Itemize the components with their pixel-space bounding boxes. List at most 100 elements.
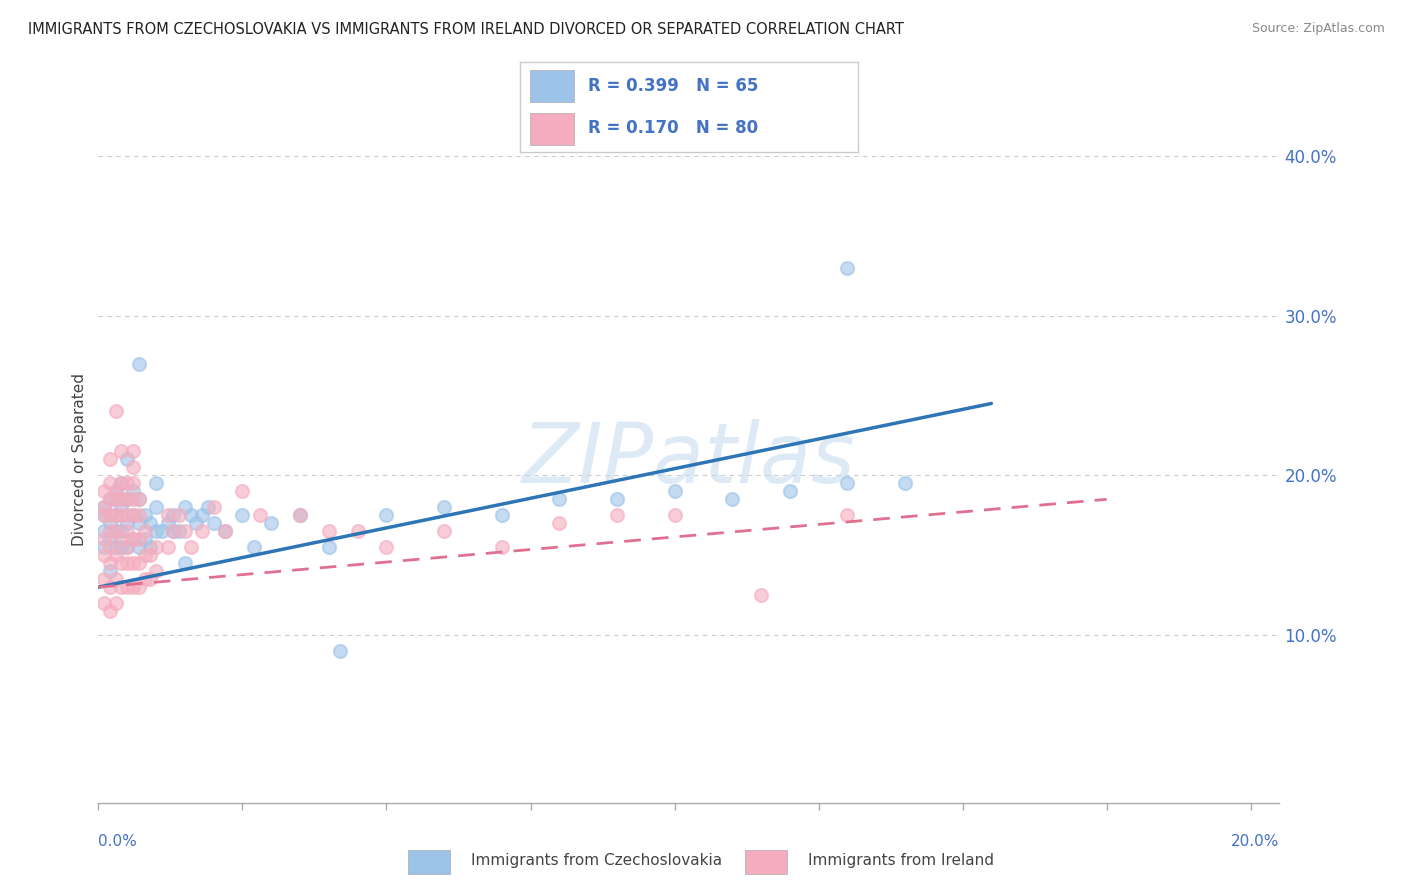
Point (115, 508, 138, 523)
Point (93, 508, 115, 523)
Point (329, 644, 352, 658)
FancyBboxPatch shape (745, 849, 787, 874)
Point (115, 452, 138, 467)
Point (115, 540, 138, 554)
Point (93, 540, 115, 554)
Point (145, 500, 167, 515)
Point (167, 508, 190, 523)
Point (104, 492, 127, 507)
Point (128, 508, 150, 523)
Point (104, 524, 127, 539)
FancyBboxPatch shape (408, 849, 450, 874)
Point (98, 476, 121, 491)
Text: IMMIGRANTS FROM CZECHOSLOVAKIA VS IMMIGRANTS FROM IRELAND DIVORCED OR SEPARATED : IMMIGRANTS FROM CZECHOSLOVAKIA VS IMMIGR… (28, 22, 904, 37)
Point (156, 540, 179, 554)
Point (104, 524, 127, 539)
Point (134, 572, 156, 586)
Point (115, 540, 138, 554)
Point (104, 508, 127, 523)
Point (110, 540, 132, 554)
Point (134, 524, 156, 539)
Text: R = 0.399   N = 65: R = 0.399 N = 65 (588, 77, 758, 95)
Text: Source: ZipAtlas.com: Source: ZipAtlas.com (1251, 22, 1385, 36)
FancyBboxPatch shape (530, 70, 574, 102)
Point (128, 492, 150, 507)
Point (98, 452, 121, 467)
Point (180, 540, 202, 554)
Text: 0.0%: 0.0% (98, 834, 138, 849)
Point (104, 484, 127, 499)
Point (288, 508, 311, 523)
Point (134, 508, 156, 523)
Point (433, 524, 456, 539)
Point (214, 524, 236, 539)
Point (104, 484, 127, 499)
Point (122, 508, 145, 523)
Point (128, 492, 150, 507)
Point (115, 524, 138, 539)
Point (115, 476, 138, 491)
Point (104, 404, 127, 418)
Text: ZIPatlas: ZIPatlas (522, 419, 856, 500)
Point (150, 524, 173, 539)
Point (162, 508, 184, 523)
Point (93, 533, 115, 547)
Point (548, 492, 571, 507)
Point (115, 516, 138, 531)
Point (128, 357, 150, 371)
Point (664, 484, 686, 499)
Point (110, 533, 132, 547)
Point (104, 540, 127, 554)
Point (491, 508, 513, 523)
Point (186, 516, 208, 531)
Point (98, 564, 121, 578)
Point (145, 564, 167, 578)
Point (122, 533, 145, 547)
Point (156, 508, 179, 523)
Point (837, 260, 859, 275)
Point (894, 476, 917, 491)
Point (104, 548, 127, 562)
Point (110, 492, 132, 507)
Point (202, 516, 225, 531)
Point (162, 524, 184, 539)
Point (249, 508, 271, 523)
Point (721, 492, 744, 507)
Point (134, 533, 156, 547)
Point (375, 508, 398, 523)
Point (180, 508, 202, 523)
Text: Immigrants from Ireland: Immigrants from Ireland (808, 854, 994, 868)
Point (134, 548, 156, 562)
Point (128, 533, 150, 547)
Point (606, 492, 628, 507)
Point (93, 548, 115, 562)
Point (110, 508, 132, 523)
Point (98, 508, 121, 523)
Point (115, 580, 138, 594)
Point (122, 508, 145, 523)
Point (110, 500, 132, 515)
Point (115, 556, 138, 570)
Point (318, 540, 340, 554)
Point (749, 588, 772, 602)
Point (375, 540, 398, 554)
Point (98, 580, 121, 594)
Point (145, 476, 167, 491)
Point (167, 524, 190, 539)
Y-axis label: Divorced or Separated: Divorced or Separated (72, 373, 87, 546)
Point (104, 492, 127, 507)
Point (122, 533, 145, 547)
Point (231, 508, 253, 523)
Point (115, 492, 138, 507)
Point (104, 572, 127, 586)
Point (122, 484, 145, 499)
Point (139, 572, 162, 586)
Point (98, 604, 121, 618)
Text: Immigrants from Czechoslovakia: Immigrants from Czechoslovakia (471, 854, 723, 868)
Point (98, 492, 121, 507)
Point (548, 516, 571, 531)
Point (173, 524, 195, 539)
Point (122, 476, 145, 491)
Point (98, 556, 121, 570)
Point (191, 508, 214, 523)
